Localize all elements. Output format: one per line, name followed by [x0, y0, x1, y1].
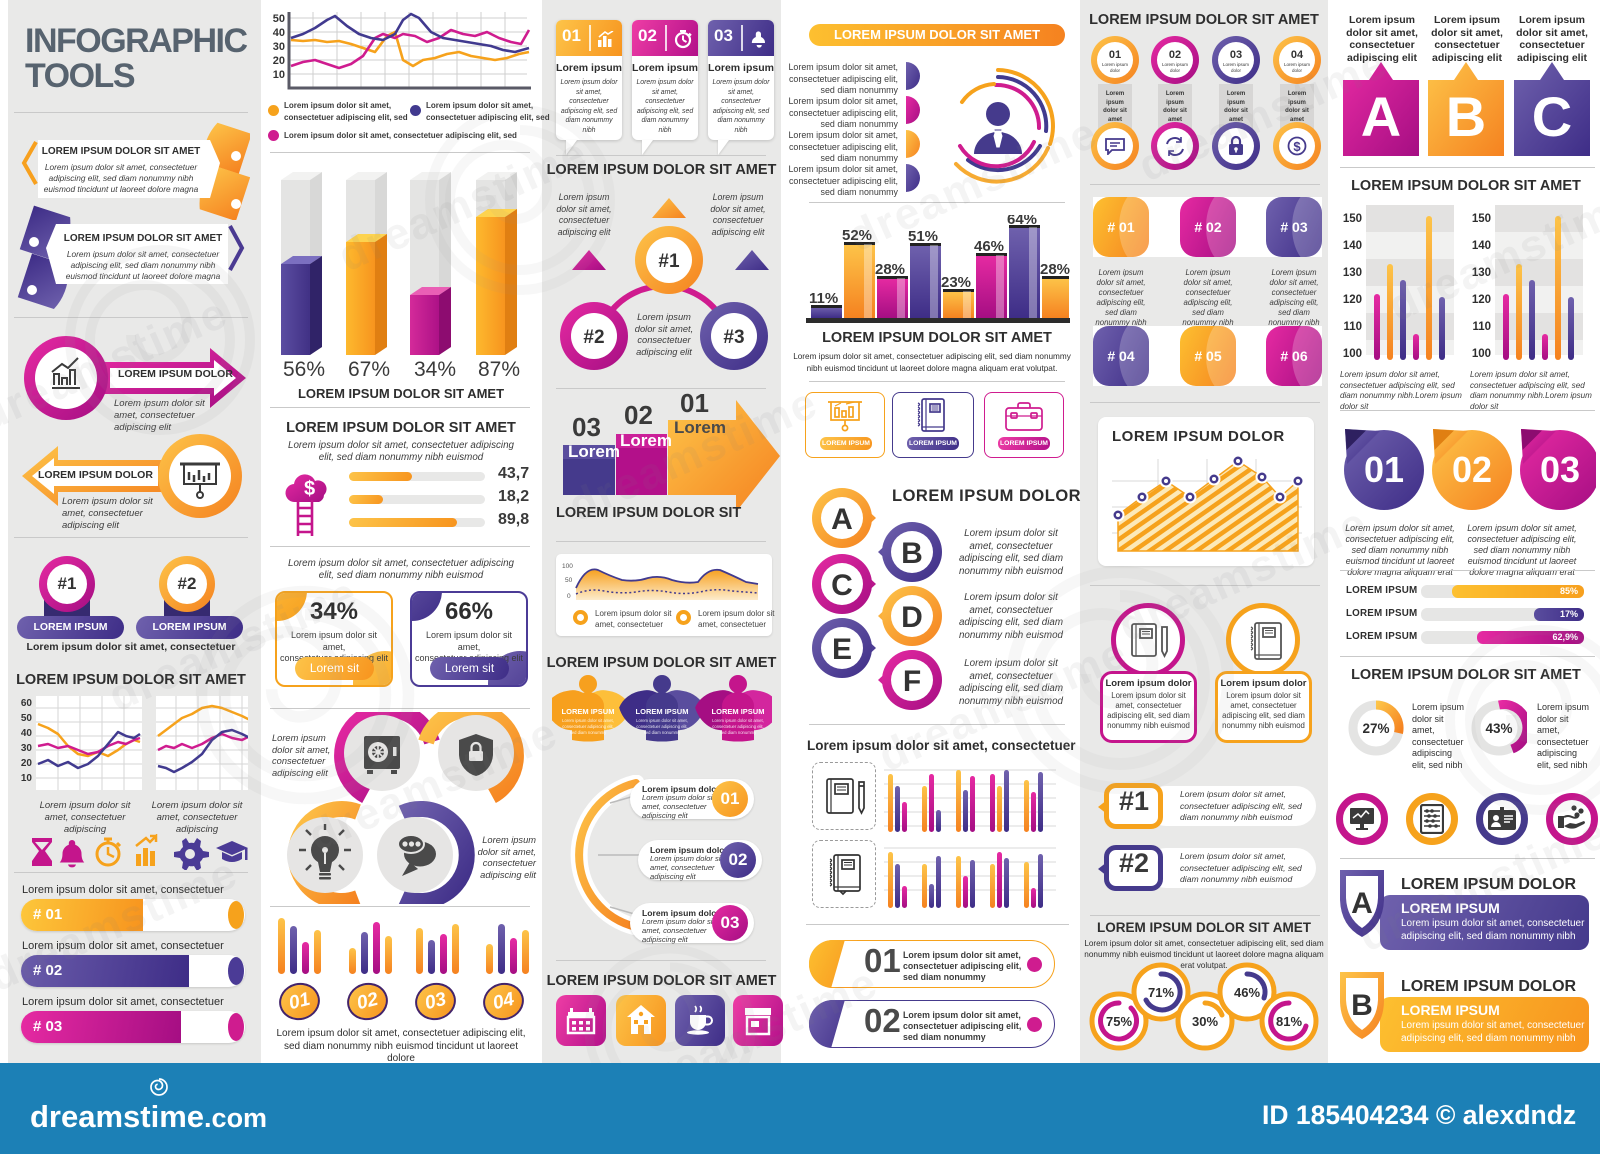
svg-text:01: 01: [1364, 449, 1404, 490]
svg-text:B: B: [1446, 85, 1486, 148]
svg-text:A: A: [831, 503, 853, 536]
svg-text:#1: #1: [658, 251, 680, 272]
svg-text:130: 130: [1343, 267, 1362, 279]
svg-text:71%: 71%: [1148, 985, 1174, 1000]
svg-text:30: 30: [273, 41, 285, 53]
svg-text:#2: #2: [583, 327, 604, 348]
svg-text:52%: 52%: [842, 227, 872, 244]
svg-text:sed diam nonummy: sed diam nonummy: [644, 730, 681, 735]
svg-text:consectetuer adipiscing elit,: consectetuer adipiscing elit,: [636, 724, 687, 729]
svg-text:150: 150: [1472, 213, 1491, 225]
svg-text:130: 130: [1472, 267, 1491, 279]
svg-text:sed diam nonummy: sed diam nonummy: [570, 730, 607, 735]
svg-text:40: 40: [21, 728, 33, 739]
svg-text:$: $: [304, 478, 315, 500]
svg-text:50: 50: [21, 713, 33, 724]
svg-text:sed diam nonummy: sed diam nonummy: [720, 730, 757, 735]
svg-text:43%: 43%: [1485, 721, 1512, 736]
svg-text:Lorem ipsum dolor sit amet,: Lorem ipsum dolor sit amet,: [712, 718, 764, 723]
svg-text:F: F: [903, 665, 921, 698]
svg-text:150: 150: [1343, 213, 1362, 225]
svg-text:E: E: [832, 633, 852, 666]
svg-text:50: 50: [565, 577, 573, 584]
svg-text:B: B: [901, 537, 923, 570]
svg-text:100: 100: [1343, 348, 1362, 360]
svg-text:30%: 30%: [1192, 1014, 1218, 1029]
svg-text:D: D: [901, 601, 923, 634]
svg-text:28%: 28%: [1040, 261, 1070, 278]
svg-text:consectetuer adipiscing elit,: consectetuer adipiscing elit,: [712, 724, 763, 729]
svg-text:27%: 27%: [1362, 721, 1389, 736]
svg-text:Lorem: Lorem: [674, 418, 726, 437]
svg-text:100: 100: [1472, 348, 1491, 360]
svg-text:#3: #3: [723, 327, 744, 348]
svg-text:B: B: [1351, 989, 1373, 1022]
svg-text:Lorem: Lorem: [568, 442, 620, 461]
svg-text:LOREM IPSUM: LOREM IPSUM: [562, 707, 615, 716]
svg-text:A: A: [1361, 85, 1401, 148]
svg-text:140: 140: [1472, 240, 1491, 252]
svg-text:110: 110: [1343, 321, 1362, 333]
svg-text:11%: 11%: [809, 290, 838, 307]
svg-text:C: C: [831, 569, 853, 602]
svg-text:120: 120: [1343, 294, 1362, 306]
svg-text:02: 02: [1452, 449, 1492, 490]
svg-text:28%: 28%: [875, 261, 905, 278]
svg-text:Lorem: Lorem: [620, 431, 672, 450]
svg-text:03: 03: [1540, 449, 1580, 490]
svg-text:LOREM IPSUM: LOREM IPSUM: [712, 707, 765, 716]
svg-text:consectetuer adipiscing elit,: consectetuer adipiscing elit,: [562, 724, 613, 729]
svg-text:$: $: [1293, 139, 1301, 154]
svg-text:20: 20: [273, 55, 285, 67]
svg-text:81%: 81%: [1276, 1014, 1302, 1029]
svg-text:40: 40: [273, 27, 285, 39]
svg-text:C: C: [1532, 85, 1572, 148]
svg-text:51%: 51%: [908, 228, 938, 245]
svg-text:64%: 64%: [1007, 215, 1037, 228]
svg-text:Lorem ipsum dolor sit amet,: Lorem ipsum dolor sit amet,: [636, 718, 688, 723]
svg-text:LOREM IPSUM: LOREM IPSUM: [636, 707, 689, 716]
svg-text:30: 30: [21, 743, 33, 754]
svg-text:46%: 46%: [1234, 985, 1260, 1000]
svg-text:Lorem ipsum dolor sit amet,: Lorem ipsum dolor sit amet,: [562, 718, 614, 723]
svg-text:60: 60: [21, 698, 33, 709]
svg-text:110: 110: [1472, 321, 1491, 333]
svg-text:120: 120: [1472, 294, 1491, 306]
svg-text:10: 10: [273, 69, 285, 81]
svg-text:140: 140: [1343, 240, 1362, 252]
svg-text:46%: 46%: [974, 238, 1004, 255]
svg-text:75%: 75%: [1106, 1014, 1132, 1029]
svg-text:100: 100: [562, 563, 573, 570]
svg-text:10: 10: [21, 773, 33, 784]
svg-text:A: A: [1351, 887, 1373, 920]
svg-text:50: 50: [273, 13, 285, 25]
svg-text:0: 0: [567, 593, 571, 600]
svg-text:23%: 23%: [941, 274, 971, 291]
svg-text:20: 20: [21, 758, 33, 769]
